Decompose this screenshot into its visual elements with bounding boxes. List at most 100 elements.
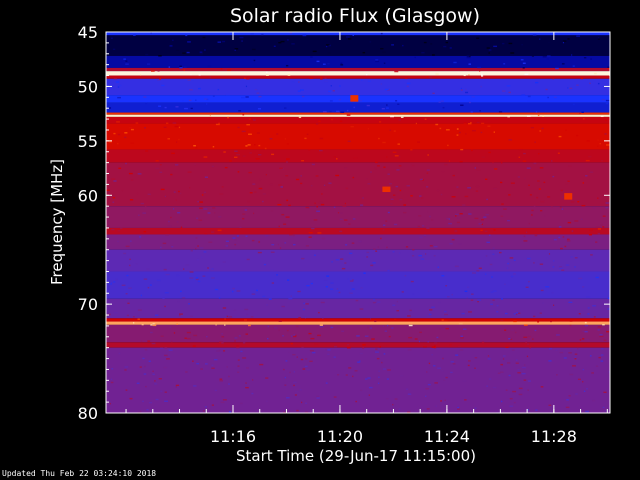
- noise-speck: [325, 45, 328, 48]
- noise-speck: [410, 149, 413, 151]
- noise-speck: [347, 344, 350, 346]
- noise-speck: [480, 229, 483, 232]
- noise-speck: [500, 319, 504, 321]
- noise-speck: [433, 365, 436, 367]
- noise-speck: [558, 135, 562, 138]
- noise-speck: [112, 201, 115, 203]
- noise-speck: [241, 40, 243, 42]
- noise-speck: [163, 268, 167, 271]
- noise-speck: [424, 118, 427, 120]
- noise-speck: [404, 274, 407, 277]
- noise-speck: [110, 282, 113, 284]
- noise-speck: [176, 221, 179, 223]
- noise-speck: [460, 148, 464, 151]
- noise-speck: [285, 175, 289, 177]
- noise-speck: [531, 214, 533, 216]
- noise-speck: [603, 339, 607, 342]
- noise-speck: [126, 326, 129, 329]
- noise-speck: [546, 58, 549, 60]
- noise-speck: [562, 196, 564, 198]
- noise-speck: [395, 100, 398, 102]
- noise-speck: [523, 152, 526, 155]
- noise-speck: [232, 290, 234, 293]
- noise-speck: [577, 347, 579, 350]
- noise-speck: [325, 348, 327, 351]
- noise-speck: [218, 349, 221, 351]
- noise-speck: [147, 286, 150, 289]
- noise-speck: [448, 222, 452, 225]
- noise-speck: [456, 134, 459, 136]
- noise-speck: [330, 85, 332, 87]
- noise-speck: [228, 375, 230, 378]
- noise-speck: [576, 35, 581, 37]
- noise-speck: [217, 229, 222, 232]
- noise-speck: [175, 106, 179, 108]
- noise-speck: [604, 410, 607, 412]
- noise-speck: [113, 312, 118, 314]
- noise-speck: [539, 130, 542, 132]
- noise-speck: [577, 201, 580, 203]
- noise-speck: [476, 169, 481, 171]
- y-tick-label: 45: [78, 23, 98, 42]
- noise-speck: [313, 219, 318, 221]
- noise-speck: [393, 130, 396, 132]
- noise-speck: [408, 324, 413, 327]
- noise-speck: [574, 358, 577, 360]
- noise-speck: [242, 357, 247, 359]
- noise-speck: [171, 39, 174, 41]
- noise-speck: [595, 365, 599, 367]
- noise-speck: [522, 62, 526, 64]
- noise-speck: [367, 183, 371, 185]
- noise-speck: [465, 88, 467, 91]
- noise-speck: [493, 229, 496, 231]
- noise-speck: [607, 308, 610, 310]
- noise-speck: [381, 108, 385, 110]
- noise-speck: [442, 357, 444, 360]
- noise-speck: [243, 319, 247, 321]
- noise-speck: [379, 346, 381, 348]
- noise-speck: [561, 269, 565, 271]
- noise-speck: [194, 163, 196, 166]
- noise-speck: [187, 41, 191, 43]
- noise-speck: [500, 371, 504, 373]
- noise-speck: [253, 119, 256, 121]
- noise-speck: [311, 227, 315, 230]
- noise-speck: [215, 324, 217, 326]
- noise-speck: [401, 291, 404, 293]
- noise-speck: [293, 371, 295, 373]
- noise-speck: [270, 251, 275, 253]
- noise-speck: [440, 193, 443, 196]
- noise-speck: [314, 202, 316, 204]
- noise-speck: [116, 121, 120, 123]
- noise-speck: [523, 336, 528, 338]
- noise-speck: [164, 106, 167, 109]
- noise-speck: [448, 218, 450, 220]
- noise-speck: [606, 144, 610, 146]
- noise-speck: [582, 286, 585, 288]
- noise-speck: [218, 216, 222, 218]
- noise-speck: [293, 334, 296, 336]
- noise-speck: [534, 329, 537, 332]
- noise-speck: [258, 187, 263, 190]
- noise-speck: [526, 355, 529, 358]
- noise-speck: [370, 171, 372, 173]
- frequency-band: [106, 234, 610, 250]
- noise-speck: [474, 356, 478, 359]
- noise-speck: [252, 379, 254, 381]
- noise-speck: [129, 397, 133, 400]
- noise-speck: [595, 241, 598, 243]
- noise-speck: [497, 372, 501, 374]
- noise-speck: [289, 233, 293, 236]
- noise-speck: [373, 298, 375, 301]
- noise-speck: [487, 358, 491, 360]
- noise-speck: [374, 320, 377, 323]
- noise-speck: [435, 405, 437, 407]
- noise-speck: [171, 340, 173, 343]
- noise-speck: [419, 236, 423, 239]
- noise-speck: [179, 313, 183, 315]
- noise-speck: [439, 127, 442, 130]
- noise-speck: [400, 116, 404, 119]
- noise-speck: [530, 126, 534, 129]
- noise-speck: [522, 67, 525, 69]
